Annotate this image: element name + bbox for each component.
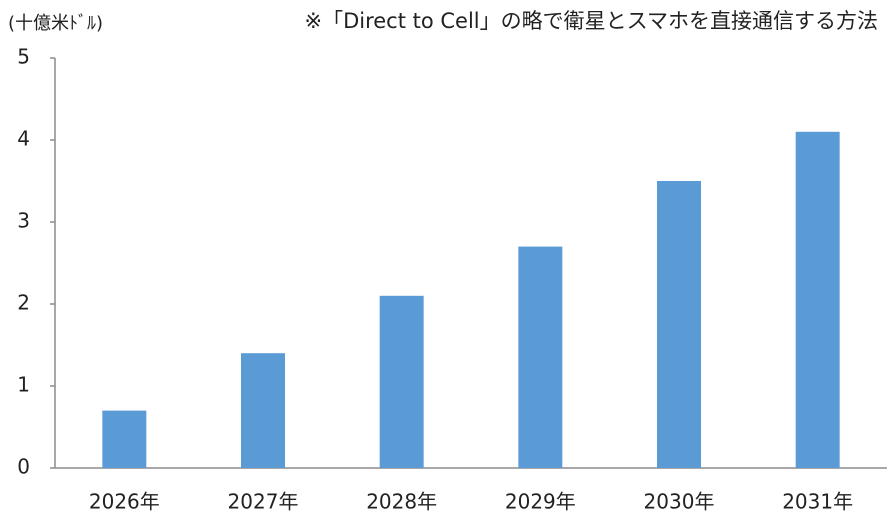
bar — [795, 131, 840, 469]
bar — [518, 246, 563, 468]
x-tick-label: 2027年 — [228, 490, 299, 514]
bar — [657, 181, 701, 468]
y-tick-label: 2 — [17, 291, 30, 315]
x-tick-label: 2029年 — [505, 490, 576, 514]
y-axis-label: (十億米ﾄﾞﾙ) — [8, 13, 103, 34]
bar — [379, 295, 424, 468]
bar — [102, 410, 147, 468]
annotation: ※「Direct to Cell」の略で衛星とスマホを直接通信する方法 — [304, 9, 878, 33]
y-tick-label: 3 — [17, 209, 30, 233]
x-tick-label: 2030年 — [644, 490, 715, 514]
x-tick-label: 2026年 — [89, 490, 160, 514]
x-tick-label: 2031年 — [782, 490, 853, 514]
y-tick-label: 1 — [17, 373, 30, 397]
y-tick-label: 5 — [17, 45, 30, 69]
y-tick-label: 4 — [17, 127, 30, 151]
bar — [241, 353, 285, 468]
x-tick-label: 2028年 — [366, 490, 437, 514]
y-tick-label: 0 — [17, 455, 30, 479]
